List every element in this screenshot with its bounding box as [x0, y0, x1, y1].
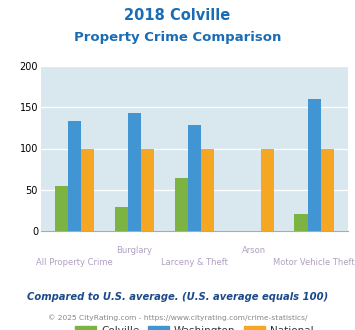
Bar [81, 148, 94, 231]
Bar [188, 125, 201, 231]
Bar [307, 99, 321, 231]
Legend: Colville, Washington, National: Colville, Washington, National [71, 322, 318, 330]
Text: Arson: Arson [242, 246, 266, 255]
Bar [175, 178, 188, 231]
Text: © 2025 CityRating.com - https://www.cityrating.com/crime-statistics/: © 2025 CityRating.com - https://www.city… [48, 314, 307, 321]
Text: Property Crime Comparison: Property Crime Comparison [74, 31, 281, 44]
Text: Burglary: Burglary [116, 246, 152, 255]
Bar [141, 148, 154, 231]
Text: Motor Vehicle Theft: Motor Vehicle Theft [273, 258, 355, 267]
Text: All Property Crime: All Property Crime [36, 258, 113, 267]
Bar [201, 148, 214, 231]
Bar [321, 148, 334, 231]
Bar [55, 186, 68, 231]
Text: 2018 Colville: 2018 Colville [124, 8, 231, 23]
Text: Compared to U.S. average. (U.S. average equals 100): Compared to U.S. average. (U.S. average … [27, 292, 328, 302]
Bar [294, 214, 307, 231]
Bar [115, 207, 128, 231]
Bar [261, 148, 274, 231]
Text: Larceny & Theft: Larceny & Theft [161, 258, 228, 267]
Bar [128, 113, 141, 231]
Bar [68, 121, 81, 231]
